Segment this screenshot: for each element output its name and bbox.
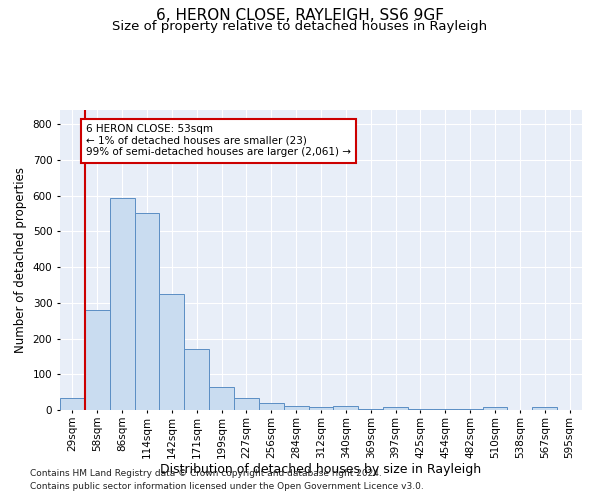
Bar (134, 212, 160, 410)
X-axis label: Distribution of detached houses by size in Rayleigh: Distribution of detached houses by size … (160, 463, 482, 476)
Text: Contains HM Land Registry data © Crown copyright and database right 2024.: Contains HM Land Registry data © Crown c… (30, 468, 382, 477)
Bar (85, 310, 110, 410)
Bar (334, 406, 358, 410)
Bar (383, 407, 408, 410)
Bar (209, 387, 234, 410)
Bar (160, 294, 184, 410)
Bar (234, 398, 259, 410)
Y-axis label: Number of detached properties: Number of detached properties (14, 167, 27, 353)
Bar (284, 406, 308, 410)
Bar (308, 407, 334, 410)
Text: 6 HERON CLOSE: 53sqm
← 1% of detached houses are smaller (23)
99% of semi-detach: 6 HERON CLOSE: 53sqm ← 1% of detached ho… (86, 124, 351, 158)
Bar (110, 198, 134, 410)
Bar (532, 407, 557, 410)
Text: 6, HERON CLOSE, RAYLEIGH, SS6 9GF: 6, HERON CLOSE, RAYLEIGH, SS6 9GF (156, 8, 444, 22)
Bar (60, 398, 85, 410)
Text: Contains public sector information licensed under the Open Government Licence v3: Contains public sector information licen… (30, 482, 424, 491)
Bar (259, 403, 284, 410)
Text: Size of property relative to detached houses in Rayleigh: Size of property relative to detached ho… (112, 20, 488, 33)
Bar (184, 350, 209, 410)
Bar (482, 407, 508, 410)
